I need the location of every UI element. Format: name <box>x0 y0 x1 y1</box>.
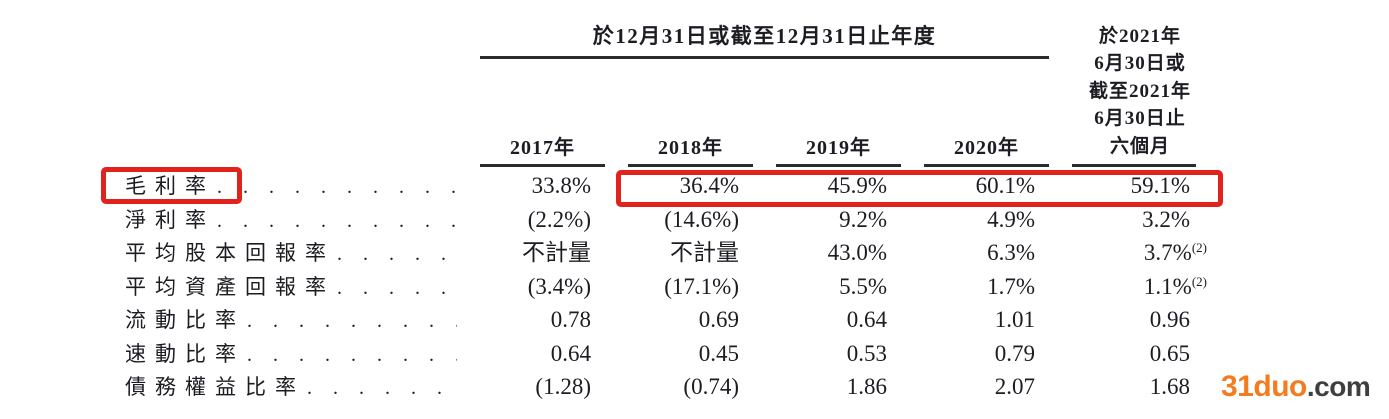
cell-2021h1: 0.96 <box>1072 301 1196 337</box>
cell-2020: 1.7% <box>987 273 1035 299</box>
row-label-cell: 淨利率 . . . . . . . . . . . . . . . . . . … <box>125 201 457 237</box>
cell-2020: 1.01 <box>994 307 1035 332</box>
year-group-header-label: 於12月31日或截至12月31日止年度 <box>592 24 937 48</box>
cell-2021h1: 1.68 <box>1072 368 1196 404</box>
cell-2019: 45.9% <box>827 173 887 198</box>
cell-2020: 4.9% <box>987 206 1035 232</box>
table-row-gross-margin: 毛利率 . . . . . . . . . . . . . . . . . . … <box>125 167 1196 201</box>
leader-dots: . . . . . . . . . . . . . . . . . . . . … <box>337 243 457 265</box>
period-line-1: 於2021年 <box>1098 25 1181 47</box>
cell-2021h1: 0.65 <box>1072 335 1196 371</box>
row-label-cell: 平均股本回報率 . . . . . . . . . . . . . . . . … <box>125 234 457 270</box>
cell-2019: 5.5% <box>839 273 887 299</box>
cell-value: 59.1% <box>1130 173 1190 198</box>
row-label-cell: 速動比率 . . . . . . . . . . . . . . . . . .… <box>125 335 457 371</box>
period-line-3: 截至2021年 <box>1088 80 1191 102</box>
cell-2017: (2.2%) <box>527 206 591 232</box>
cell-2020: 2.07 <box>994 374 1035 399</box>
year-group-header: 於12月31日或截至12月31日止年度 <box>480 20 1049 59</box>
cell-2017: (1.28) <box>535 374 591 399</box>
table-row-net-margin: 淨利率 . . . . . . . . . . . . . . . . . . … <box>125 201 1196 235</box>
leader-dots: . . . . . . . . . . . . . . . . . . . . … <box>217 209 457 232</box>
row-label: 流動比率 <box>125 308 245 332</box>
row-label: 毛利率 <box>125 174 215 198</box>
header-spacer <box>125 20 457 167</box>
table-row-debt-to-equity-ratio: 債務權益比率 . . . . . . . . . . . . . . . . .… <box>125 368 1196 402</box>
cell-2021h1: 59.1% <box>1072 167 1196 203</box>
cell-2018: (17.1%) <box>664 273 739 299</box>
table-row-current-ratio: 流動比率 . . . . . . . . . . . . . . . . . .… <box>125 301 1196 335</box>
leader-dots: . . . . . . . . . . . . . . . . . . . . … <box>337 276 457 299</box>
leader-dots: . . . . . . . . . . . . . . . . . . . . … <box>247 343 457 366</box>
column-header-2020: 2020年 <box>924 131 1049 167</box>
table-row-avg-return-on-equity: 平均股本回報率 . . . . . . . . . . . . . . . . … <box>125 234 1207 270</box>
period-2021-header-lines: 於2021年 6月30日或 截至2021年 6月30日止 六個月 <box>1078 23 1202 161</box>
period-line-5: 六個月 <box>1109 135 1170 157</box>
cell-2018: (0.74) <box>683 374 739 399</box>
column-header-2017: 2017年 <box>480 131 605 167</box>
row-label-cell: 債務權益比率 . . . . . . . . . . . . . . . . .… <box>125 368 457 404</box>
cell-value: 3.7% <box>1143 240 1192 265</box>
cell-2020: 0.79 <box>994 340 1035 366</box>
cell-2017: (3.4%) <box>527 273 591 299</box>
table-header: 於12月31日或截至12月31日止年度 於2021年 6月30日或 截至2021… <box>125 20 1196 167</box>
column-header-2019: 2019年 <box>776 131 901 167</box>
cell-2020: 6.3% <box>987 240 1035 265</box>
row-label-cell: 流動比率 . . . . . . . . . . . . . . . . . .… <box>125 301 457 337</box>
highlight-box-gross-margin-label <box>101 167 242 204</box>
cell-2019: 43.0% <box>827 240 887 265</box>
cell-2018: 不計量 <box>670 240 739 265</box>
period-2021-header: 於2021年 6月30日或 截至2021年 6月30日止 六個月 <box>1072 20 1196 167</box>
ratios-table: 於12月31日或截至12月31日止年度 於2021年 6月30日或 截至2021… <box>125 20 1207 402</box>
cell-2021h1: 3.7%(2) <box>1072 234 1207 270</box>
cell-value: 0.96 <box>1149 307 1190 332</box>
cell-2017: 0.64 <box>550 340 591 366</box>
row-label: 速動比率 <box>125 341 245 366</box>
cell-2019: 0.53 <box>846 340 887 366</box>
cell-2017: 33.8% <box>531 173 591 198</box>
cell-2017: 0.78 <box>550 307 591 332</box>
watermark-brand: 31duo <box>1221 370 1307 403</box>
cell-2017: 不計量 <box>522 240 591 265</box>
cell-2021h1: 3.2% <box>1072 201 1196 237</box>
period-line-4: 6月30日止 <box>1094 108 1186 129</box>
cell-value: 1.1% <box>1143 273 1192 299</box>
watermark-suffix: .com <box>1306 371 1371 402</box>
leader-dots: . . . . . . . . . . . . . . . . . . . . … <box>217 176 457 198</box>
cell-2019: 0.64 <box>846 307 887 332</box>
cell-value: 0.65 <box>1149 340 1190 366</box>
cell-value: 3.2% <box>1142 206 1190 232</box>
watermark-logo: 31duo.com <box>1221 370 1371 404</box>
highlight-box-gross-margin-values <box>616 170 1223 207</box>
cell-2018: 36.4% <box>679 173 739 198</box>
table-row-quick-ratio: 速動比率 . . . . . . . . . . . . . . . . . .… <box>125 335 1196 369</box>
table-row-avg-return-on-assets: 平均資產回報率 . . . . . . . . . . . . . . . . … <box>125 268 1207 304</box>
cell-2020: 60.1% <box>975 173 1035 198</box>
row-label: 平均資產回報率 <box>125 274 335 299</box>
cell-value: 1.68 <box>1149 374 1190 399</box>
cell-2019: 9.2% <box>839 206 887 232</box>
cell-2018: 0.69 <box>698 307 739 332</box>
cell-2018: 0.45 <box>698 340 739 366</box>
cell-2021h1: 1.1%(2) <box>1072 268 1207 304</box>
column-header-2018: 2018年 <box>628 131 753 167</box>
cell-2019: 1.86 <box>846 374 887 399</box>
row-label: 淨利率 <box>125 207 215 232</box>
row-label-cell: 毛利率 . . . . . . . . . . . . . . . . . . … <box>125 167 457 203</box>
period-line-2: 6月30日或 <box>1094 53 1186 74</box>
footnote-sup: (2) <box>1191 240 1207 255</box>
leader-dots: . . . . . . . . . . . . . . . . . . . . … <box>247 310 457 332</box>
row-label: 平均股本回報率 <box>125 241 335 265</box>
footnote-sup: (2) <box>1191 273 1207 289</box>
row-label: 債務權益比率 <box>125 375 305 399</box>
row-label-cell: 平均資產回報率 . . . . . . . . . . . . . . . . … <box>125 268 457 304</box>
cell-2018: (14.6%) <box>664 206 739 232</box>
leader-dots: . . . . . . . . . . . . . . . . . . . . … <box>307 377 457 399</box>
